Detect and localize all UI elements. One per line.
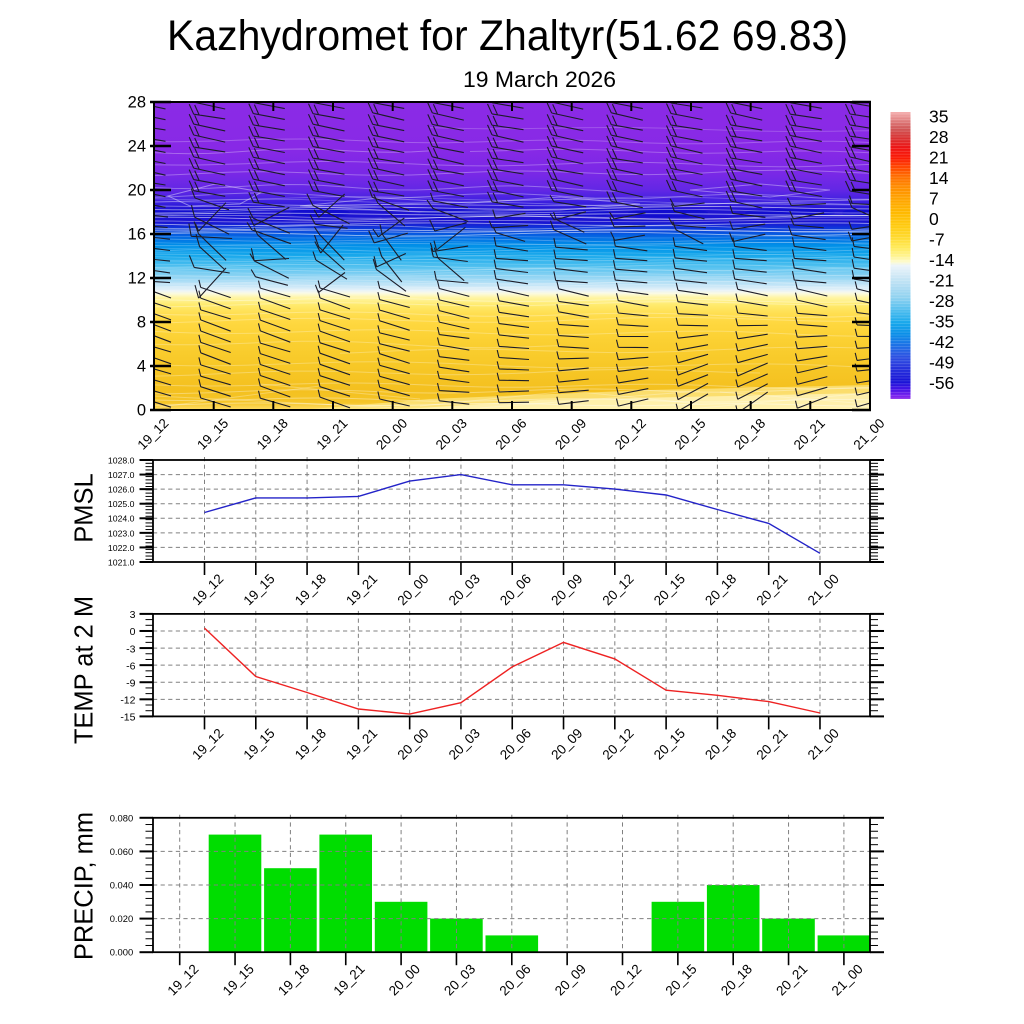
svg-text:28: 28 [929,127,948,147]
svg-text:0.080: 0.080 [110,812,133,823]
svg-text:-14: -14 [929,250,955,270]
svg-text:1021.0: 1021.0 [108,557,135,567]
svg-text:-49: -49 [929,353,954,373]
svg-text:-9: -9 [126,677,135,689]
svg-text:3: 3 [130,609,136,621]
svg-text:4: 4 [137,358,146,376]
svg-text:0: 0 [130,626,136,638]
svg-text:-28: -28 [929,291,954,311]
svg-text:19 March 2026: 19 March 2026 [463,67,616,92]
svg-text:28: 28 [128,94,146,112]
svg-text:14: 14 [929,168,949,188]
svg-text:-3: -3 [126,643,135,655]
svg-text:-56: -56 [929,373,954,393]
svg-text:0.060: 0.060 [110,846,133,857]
svg-text:1027.0: 1027.0 [108,470,135,480]
svg-text:TEMP at 2 M: TEMP at 2 M [71,596,99,744]
svg-text:1028.0: 1028.0 [108,455,135,465]
svg-text:0: 0 [137,402,146,420]
svg-text:35: 35 [929,107,948,127]
svg-text:0.040: 0.040 [110,880,133,891]
svg-text:24: 24 [128,138,146,156]
svg-text:0.000: 0.000 [110,947,133,958]
svg-text:PRECIP, mm: PRECIP, mm [71,812,99,960]
svg-text:0: 0 [929,209,939,229]
svg-text:16: 16 [128,226,146,244]
svg-text:-12: -12 [120,695,135,707]
svg-text:7: 7 [929,189,939,209]
svg-text:-42: -42 [929,332,954,352]
svg-text:12: 12 [128,270,146,288]
svg-text:1023.0: 1023.0 [108,528,135,538]
svg-text:1026.0: 1026.0 [108,485,135,495]
svg-text:-15: -15 [120,712,135,724]
svg-text:1022.0: 1022.0 [108,543,135,553]
svg-text:8: 8 [137,314,146,332]
svg-text:21: 21 [929,148,948,168]
svg-text:-7: -7 [929,230,945,250]
svg-text:0.020: 0.020 [110,913,133,924]
svg-text:20: 20 [128,182,146,200]
svg-text:Kazhydromet for Zhaltyr(51.62: Kazhydromet for Zhaltyr(51.62 69.83) [167,13,848,60]
svg-text:PMSL: PMSL [71,473,99,542]
svg-text:1024.0: 1024.0 [108,514,135,524]
svg-text:-6: -6 [126,660,135,672]
svg-text:1025.0: 1025.0 [108,499,135,509]
svg-text:-35: -35 [929,312,954,332]
svg-text:-21: -21 [929,271,954,291]
